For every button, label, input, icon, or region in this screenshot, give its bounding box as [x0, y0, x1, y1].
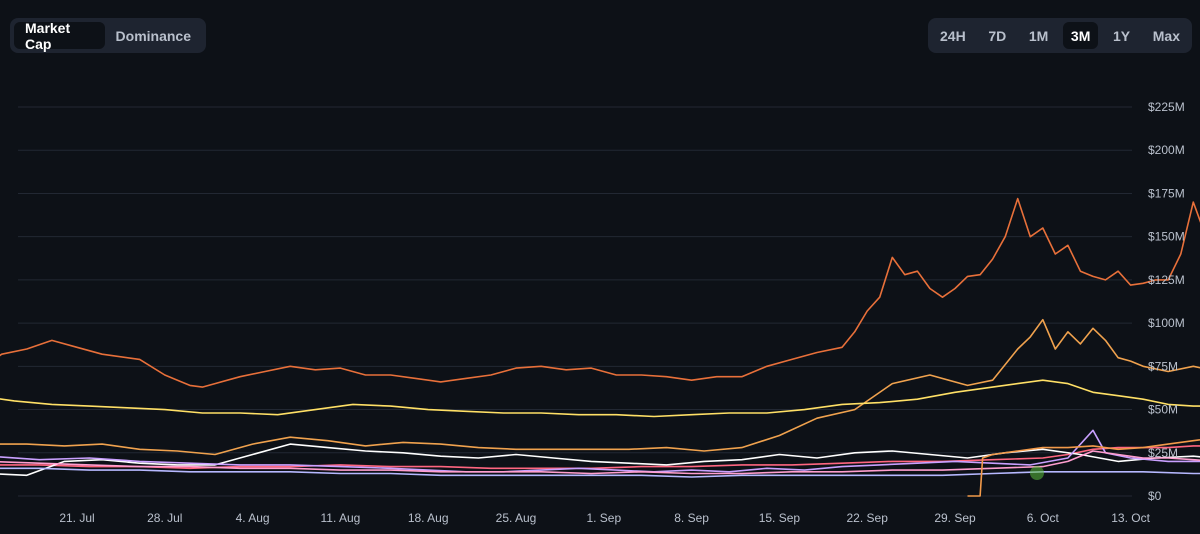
metric-toggle: Market Cap Dominance [10, 18, 206, 53]
y-tick-label: $175M [1148, 186, 1185, 200]
range-7d[interactable]: 7D [988, 27, 1007, 44]
series-line-series-2 [0, 318, 1200, 456]
range-1m[interactable]: 1M [1028, 27, 1049, 44]
y-tick-label: $150M [1148, 230, 1185, 244]
y-tick-label: $50M [1148, 403, 1178, 417]
x-tick-label: 8. Sep [674, 511, 709, 525]
x-tick-label: 15. Sep [759, 511, 801, 525]
x-tick-label: 28. Jul [147, 511, 182, 525]
x-tick-label: 18. Aug [408, 511, 449, 525]
series-line-series-7 [0, 450, 1200, 475]
range-1y[interactable]: 1Y [1113, 27, 1131, 44]
x-axis: 21. Jul 28. Jul 4. Aug 11. Aug 18. Aug 25. Au… [59, 511, 1150, 525]
x-tick-label: 25. Aug [496, 511, 537, 525]
x-tick-label: 13. Oct [1111, 511, 1150, 525]
chart-grid [18, 106, 1132, 497]
series-line-series-1 [0, 197, 1200, 388]
metric-tab-group: Market Cap Dominance [14, 20, 202, 52]
y-tick-label: $25M [1148, 446, 1178, 460]
y-tick-label: $200M [1148, 143, 1185, 157]
y-axis: $0 $25M $50M $75M $100M $125M $150M $175M $200M $… [1148, 100, 1185, 503]
series-line-series-5 [0, 443, 1200, 477]
x-tick-label: 22. Sep [847, 511, 889, 525]
x-tick-label: 21. Jul [59, 511, 94, 525]
y-tick-label: $225M [1148, 100, 1185, 114]
series-line-series-3 [0, 379, 1200, 418]
y-tick-label: $75M [1148, 359, 1178, 373]
series-line-series-8 [0, 467, 1200, 478]
range-24h[interactable]: 24H [940, 27, 966, 44]
line-chart: $0 $25M $50M $75M $100M $125M $150M $175M $200M $… [0, 100, 1200, 525]
tab-market-cap[interactable]: Market Cap [14, 20, 105, 52]
x-tick-label: 6. Oct [1027, 511, 1060, 525]
y-tick-label: $0 [1148, 489, 1162, 503]
x-tick-label: 11. Aug [320, 511, 360, 525]
hover-marker [1030, 466, 1044, 480]
range-tab-group: 24H 7D 1M 3M 1Y Max [932, 22, 1188, 49]
y-tick-label: $125M [1148, 273, 1185, 287]
time-range-toggle: 24H 7D 1M 3M 1Y Max [928, 18, 1192, 53]
range-max[interactable]: Max [1152, 27, 1180, 44]
series-line-series-6 [0, 429, 1200, 473]
x-tick-label: 1. Sep [586, 511, 621, 525]
tab-dominance[interactable]: Dominance [115, 27, 191, 44]
series-line-series-9 [967, 438, 1200, 497]
x-tick-label: 4. Aug [236, 511, 270, 525]
y-tick-label: $100M [1148, 316, 1185, 330]
range-3m[interactable]: 3M [1062, 22, 1099, 49]
x-tick-label: 29. Sep [934, 511, 976, 525]
series-line-series-4 [0, 445, 1200, 470]
chart-series-group [0, 197, 1200, 497]
